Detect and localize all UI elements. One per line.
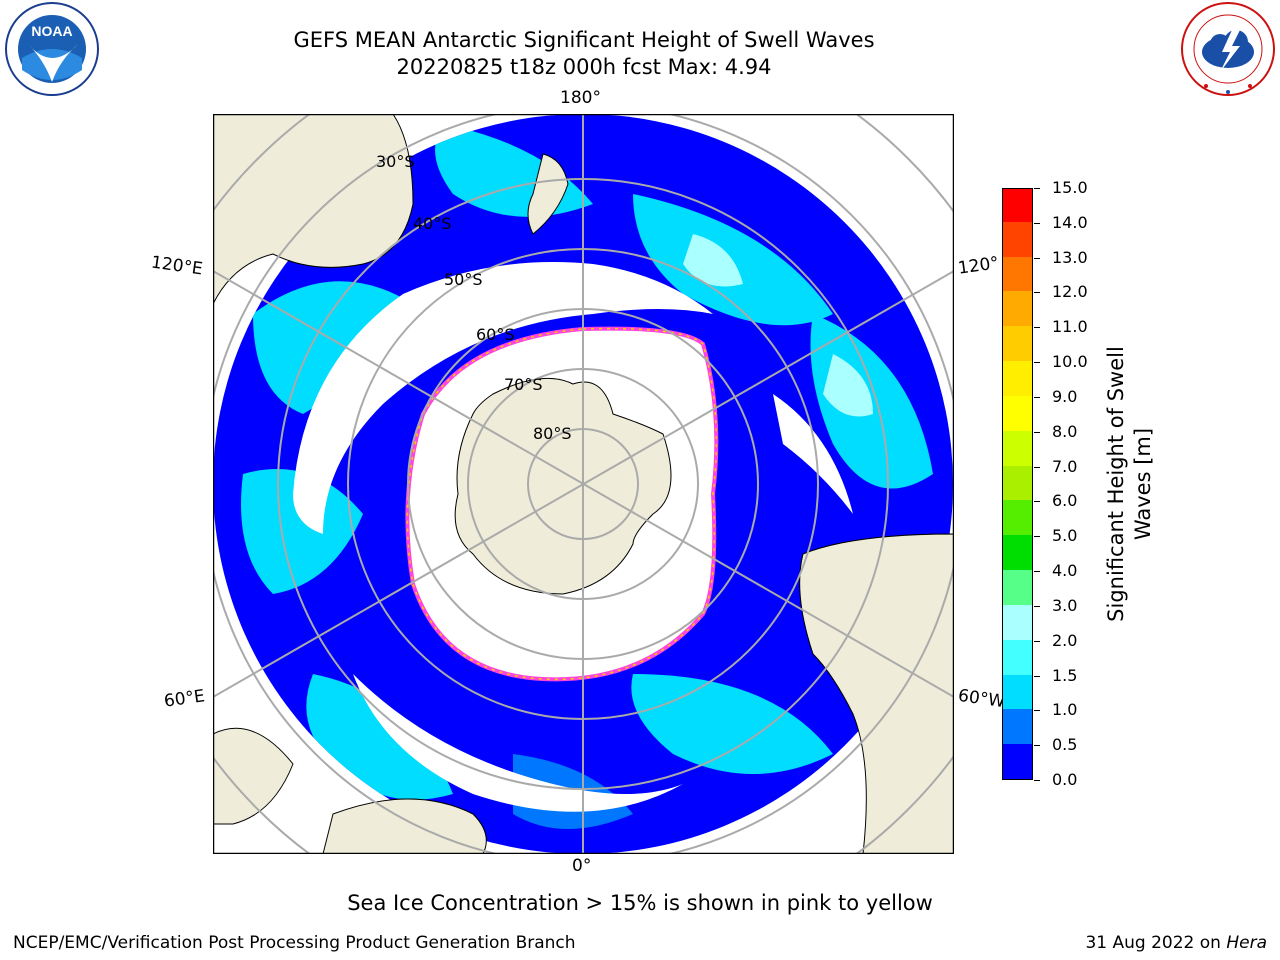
lat-label-70s: 70°S bbox=[504, 375, 543, 394]
colorbar-tick-mark bbox=[1034, 675, 1040, 677]
colorbar-tick-mark bbox=[1034, 327, 1040, 329]
colorbar-segment bbox=[1003, 569, 1032, 605]
colorbar-tick-mark bbox=[1034, 188, 1040, 189]
noaa-logo-text: NOAA bbox=[31, 23, 72, 39]
colorbar-tick-mark bbox=[1034, 466, 1040, 468]
colorbar-segment bbox=[1003, 743, 1032, 779]
lat-label-60s: 60°S bbox=[476, 325, 515, 344]
footer-host: Hera bbox=[1226, 933, 1267, 953]
colorbar-tick-mark bbox=[1034, 536, 1040, 538]
lat-label-50s: 50°S bbox=[444, 270, 483, 289]
colorbar-segment bbox=[1003, 674, 1032, 710]
lon-label-0: 0° bbox=[572, 856, 592, 876]
lon-label-120w: 120° bbox=[956, 253, 1001, 279]
colorbar-segment bbox=[1003, 639, 1032, 675]
lat-label-30s: 30°S bbox=[376, 152, 415, 171]
colorbar-segment bbox=[1003, 290, 1032, 327]
colorbar-segment bbox=[1003, 395, 1032, 431]
colorbar-tick-mark bbox=[1034, 396, 1040, 398]
colorbar-tick-label: 9.0 bbox=[1052, 386, 1078, 406]
colorbar-title-line1: Significant Height of Swell bbox=[1104, 346, 1128, 622]
polar-map bbox=[213, 114, 954, 854]
colorbar-tick-label: 5.0 bbox=[1052, 526, 1078, 546]
lon-label-180: 180° bbox=[560, 88, 601, 108]
noaa-logo: NOAA bbox=[0, 0, 104, 98]
lat-label-80s: 80°S bbox=[533, 424, 572, 443]
colorbar-tick-label: 14.0 bbox=[1052, 212, 1088, 232]
colorbar-title-line2: Waves [m] bbox=[1131, 427, 1155, 541]
colorbar-segment bbox=[1003, 708, 1032, 745]
colorbar-tick-label: 7.0 bbox=[1052, 456, 1078, 476]
footer-date: 31 Aug 2022 on Hera bbox=[1085, 933, 1267, 953]
sea-ice-note: Sea Ice Concentration > 15% is shown in … bbox=[347, 891, 933, 915]
colorbar-tick-label: 11.0 bbox=[1052, 317, 1088, 337]
colorbar-tick-mark bbox=[1034, 501, 1040, 503]
colorbar-segment bbox=[1003, 189, 1032, 222]
colorbar-tick-mark bbox=[1034, 362, 1040, 364]
colorbar-tick-mark bbox=[1034, 257, 1040, 259]
colorbar-tick-mark bbox=[1034, 745, 1040, 747]
lon-label-60e: 60°E bbox=[162, 686, 207, 712]
colorbar-tick-mark bbox=[1034, 640, 1040, 642]
chart-subtitle: 20220825 t18z 000h fcst Max: 4.94 bbox=[396, 55, 772, 79]
chart-title: GEFS MEAN Antarctic Significant Height o… bbox=[293, 28, 875, 52]
colorbar-tick-mark bbox=[1034, 710, 1040, 712]
colorbar-tick-label: 1.0 bbox=[1052, 700, 1078, 720]
colorbar-segment bbox=[1003, 604, 1032, 640]
colorbar-tick-label: 2.0 bbox=[1052, 630, 1078, 650]
colorbar-segment bbox=[1003, 221, 1032, 257]
colorbar-tick-label: 12.0 bbox=[1052, 282, 1088, 302]
colorbar-title: Significant Height of Swell Waves [m] bbox=[1103, 284, 1157, 684]
footer-credit: NCEP/EMC/Verification Post Processing Pr… bbox=[13, 933, 576, 953]
colorbar bbox=[1002, 188, 1033, 780]
colorbar-tick-label: 15.0 bbox=[1052, 178, 1088, 197]
colorbar-segment bbox=[1003, 256, 1032, 292]
footer-date-text: 31 Aug 2022 on bbox=[1085, 933, 1227, 953]
graticule bbox=[213, 114, 954, 854]
colorbar-tick-mark bbox=[1034, 605, 1040, 607]
colorbar-segment bbox=[1003, 534, 1032, 571]
colorbar-tick-label: 1.5 bbox=[1052, 665, 1078, 685]
colorbar-tick-mark bbox=[1034, 780, 1040, 781]
colorbar-tick-label: 8.0 bbox=[1052, 421, 1078, 441]
colorbar-segment bbox=[1003, 360, 1032, 396]
colorbar-tick-label: 10.0 bbox=[1052, 352, 1088, 372]
colorbar-segment bbox=[1003, 465, 1032, 501]
colorbar-tick-label: 0.5 bbox=[1052, 735, 1078, 755]
colorbar-segment bbox=[1003, 430, 1032, 466]
colorbar-tick-mark bbox=[1034, 431, 1040, 433]
colorbar-tick-label: 4.0 bbox=[1052, 561, 1078, 581]
colorbar-segment bbox=[1003, 499, 1032, 536]
colorbar-tick-label: 6.0 bbox=[1052, 491, 1078, 511]
nws-logo bbox=[1176, 0, 1280, 98]
colorbar-tick-label: 0.0 bbox=[1052, 770, 1078, 789]
lon-label-60w: 60°W bbox=[956, 685, 1007, 713]
lat-label-40s: 40°S bbox=[413, 214, 452, 233]
colorbar-tick-label: 13.0 bbox=[1052, 247, 1088, 267]
lon-label-120e: 120°E bbox=[149, 252, 204, 280]
colorbar-tick-mark bbox=[1034, 292, 1040, 294]
colorbar-tick-mark bbox=[1034, 571, 1040, 573]
colorbar-tick-mark bbox=[1034, 222, 1040, 224]
colorbar-segment bbox=[1003, 325, 1032, 362]
colorbar-tick-label: 3.0 bbox=[1052, 595, 1078, 615]
